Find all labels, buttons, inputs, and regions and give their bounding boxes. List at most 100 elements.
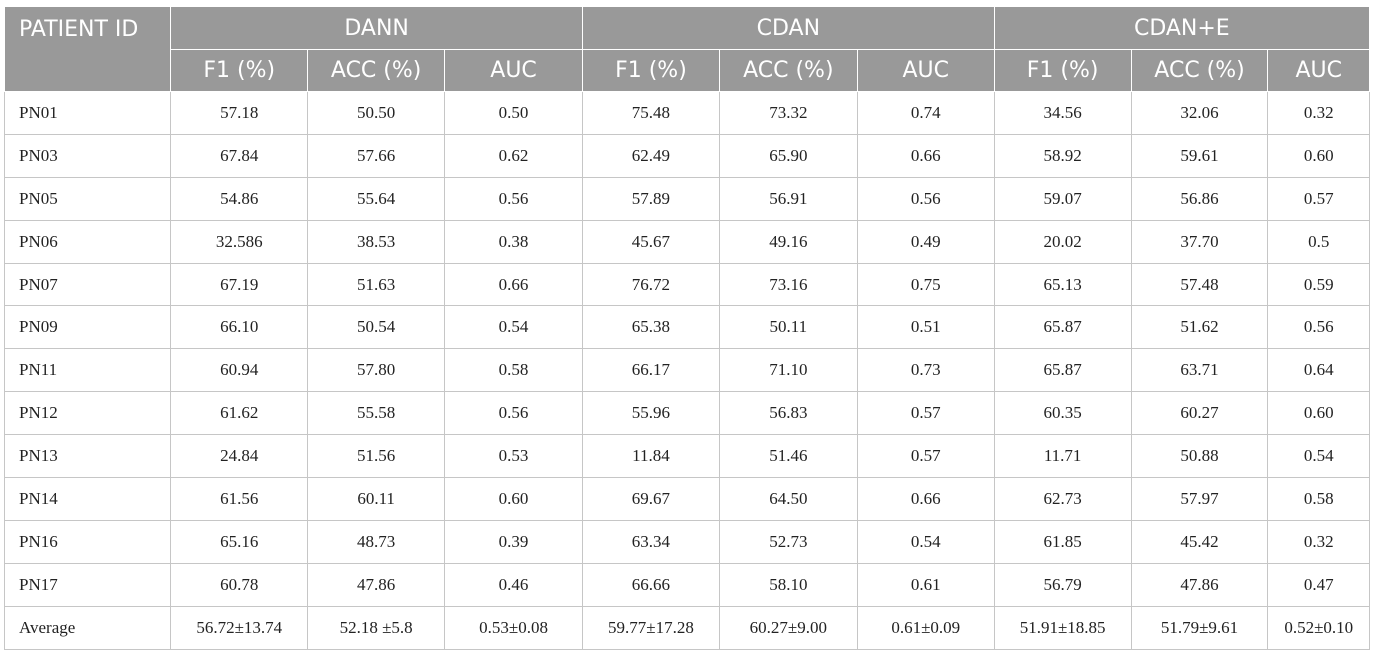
patient-id-cell: Average — [3, 605, 172, 650]
patient-id-cell: PN13 — [3, 434, 172, 479]
metric-cell: 48.73 — [307, 519, 446, 564]
table-row: PN05 54.86 55.64 0.56 57.89 56.91 0.56 59.07 56.… — [3, 176, 1370, 221]
metric-cell: 51.62 — [1130, 305, 1269, 350]
metric-cell: 55.96 — [581, 391, 720, 436]
metric-cell: 69.67 — [581, 477, 720, 521]
metric-cell: 0.66 — [856, 477, 995, 521]
metric-cell: 65.38 — [581, 305, 720, 350]
metric-cell: 0.32 — [1267, 519, 1370, 564]
metric-cell: 75.48 — [581, 91, 720, 135]
metric-cell: 0.54 — [1267, 434, 1370, 479]
table-row: PN11 60.94 57.80 0.58 66.17 71.10 0.73 65.87 63.… — [3, 348, 1370, 393]
metric-header: F1 (%) — [170, 49, 309, 92]
metric-cell: 0.5 — [1267, 219, 1370, 264]
results-table-container: PATIENT ID DANN CDAN CDAN+E F1 (%) ACC (… — [3, 6, 1371, 650]
patient-id-cell: PN01 — [3, 91, 172, 135]
metric-cell: 65.90 — [718, 133, 858, 178]
metric-cell: 51.79±9.61 — [1130, 605, 1269, 650]
metric-cell: 62.73 — [993, 477, 1132, 521]
metric-header: ACC (%) — [307, 49, 446, 92]
metric-cell: 56.72±13.74 — [170, 605, 309, 650]
patient-id-header: PATIENT ID — [3, 6, 172, 92]
metric-header: AUC — [444, 49, 583, 92]
metric-cell: 57.18 — [170, 91, 309, 135]
patient-id-cell: PN14 — [3, 477, 172, 521]
metric-cell: 0.56 — [444, 176, 583, 221]
table-row: PN03 67.84 57.66 0.62 62.49 65.90 0.66 58.92 59.… — [3, 133, 1370, 178]
metric-header: AUC — [1267, 49, 1370, 92]
metric-cell: 61.62 — [170, 391, 309, 436]
patient-id-cell: PN11 — [3, 348, 172, 393]
patient-id-cell: PN17 — [3, 562, 172, 607]
metric-cell: 34.56 — [993, 91, 1132, 135]
metric-cell: 73.16 — [718, 262, 858, 307]
metric-cell: 0.51 — [856, 305, 995, 350]
metric-cell: 66.10 — [170, 305, 309, 350]
metric-cell: 0.52±0.10 — [1267, 605, 1370, 650]
metric-cell: 11.84 — [581, 434, 720, 479]
metric-cell: 0.54 — [444, 305, 583, 350]
metric-cell: 0.61±0.09 — [856, 605, 995, 650]
metric-header: F1 (%) — [993, 49, 1132, 92]
metric-cell: 60.27 — [1130, 391, 1269, 436]
metric-cell: 51.46 — [718, 434, 858, 479]
group-header-cdan: CDAN — [581, 6, 995, 50]
patient-id-cell: PN05 — [3, 176, 172, 221]
table-row: PN17 60.78 47.86 0.46 66.66 58.10 0.61 56.79 47.… — [3, 562, 1370, 607]
metric-cell: 57.80 — [307, 348, 446, 393]
metric-cell: 59.61 — [1130, 133, 1269, 178]
metric-cell: 0.61 — [856, 562, 995, 607]
metric-cell: 65.87 — [993, 348, 1132, 393]
metric-cell: 54.86 — [170, 176, 309, 221]
metric-cell: 67.19 — [170, 262, 309, 307]
metric-cell: 0.64 — [1267, 348, 1370, 393]
metric-cell: 57.66 — [307, 133, 446, 178]
metric-cell: 32.06 — [1130, 91, 1269, 135]
metric-cell: 51.63 — [307, 262, 446, 307]
metric-header-row: F1 (%) ACC (%) AUC F1 (%) ACC (%) AUC F1… — [5, 49, 1370, 92]
metric-cell: 0.74 — [856, 91, 995, 135]
metric-cell: 50.54 — [307, 305, 446, 350]
patient-id-cell: PN06 — [3, 219, 172, 264]
metric-cell: 62.49 — [581, 133, 720, 178]
metric-cell: 50.50 — [307, 91, 446, 135]
metric-cell: 0.66 — [856, 133, 995, 178]
metric-cell: 38.53 — [307, 219, 446, 264]
metric-cell: 0.54 — [856, 519, 995, 564]
metric-cell: 0.57 — [856, 391, 995, 436]
metric-cell: 0.46 — [444, 562, 583, 607]
metric-cell: 0.38 — [444, 219, 583, 264]
metric-cell: 0.60 — [1267, 391, 1370, 436]
table-row: PN16 65.16 48.73 0.39 63.34 52.73 0.54 61.85 45.… — [3, 519, 1370, 564]
metric-cell: 58.10 — [718, 562, 858, 607]
patient-id-cell: PN03 — [3, 133, 172, 178]
metric-cell: 0.57 — [856, 434, 995, 479]
metric-cell: 0.56 — [444, 391, 583, 436]
metric-cell: 0.39 — [444, 519, 583, 564]
metric-cell: 55.58 — [307, 391, 446, 436]
metric-cell: 0.53 — [444, 434, 583, 479]
metric-cell: 57.89 — [581, 176, 720, 221]
metric-cell: 0.56 — [856, 176, 995, 221]
metric-cell: 59.07 — [993, 176, 1132, 221]
metric-cell: 52.73 — [718, 519, 858, 564]
metric-cell: 76.72 — [581, 262, 720, 307]
table-row: PN07 67.19 51.63 0.66 76.72 73.16 0.75 65.13 57.… — [3, 262, 1370, 307]
metric-cell: 51.56 — [307, 434, 446, 479]
metric-cell: 52.18 ±5.8 — [307, 605, 446, 650]
metric-cell: 0.58 — [444, 348, 583, 393]
metric-cell: 61.85 — [993, 519, 1132, 564]
metric-header: F1 (%) — [581, 49, 720, 92]
table-row: PN09 66.10 50.54 0.54 65.38 50.11 0.51 65.87 51.… — [3, 305, 1370, 350]
patient-id-cell: PN09 — [3, 305, 172, 350]
metric-cell: 60.35 — [993, 391, 1132, 436]
metric-cell: 47.86 — [307, 562, 446, 607]
group-header-row: PATIENT ID DANN CDAN CDAN+E — [3, 6, 1371, 92]
table-row: PN13 24.84 51.56 0.53 11.84 51.46 0.57 11.71 50.… — [3, 434, 1370, 479]
metric-cell: 61.56 — [170, 477, 309, 521]
metric-cell: 71.10 — [718, 348, 858, 393]
metric-cell: 0.50 — [444, 91, 583, 135]
metric-cell: 24.84 — [170, 434, 309, 479]
metric-cell: 60.11 — [307, 477, 446, 521]
metric-cell: 65.16 — [170, 519, 309, 564]
